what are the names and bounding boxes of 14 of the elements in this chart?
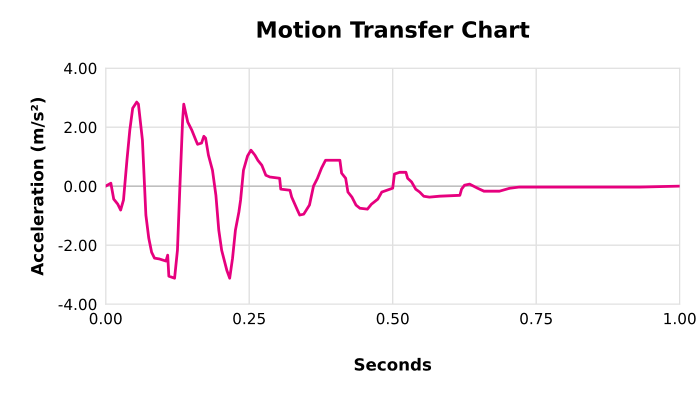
y-tick-label: -2.00	[58, 240, 96, 252]
x-tick-label: 0.50	[376, 312, 409, 324]
x-tick-label: 0.25	[233, 312, 265, 324]
line-series	[106, 100, 680, 280]
x-tick-label: 0.00	[90, 312, 122, 324]
chart-title: Motion Transfer Chart	[258, 20, 530, 38]
y-axis-title: Acceleration (m/s²)	[30, 98, 46, 276]
x-axis-title: Seconds	[354, 358, 432, 371]
y-tick-label: 4.00	[64, 62, 96, 74]
x-tick-label: 0.75	[520, 312, 552, 324]
y-tick-label: -4.00	[58, 298, 96, 310]
y-tick-label: 0.00	[64, 180, 96, 192]
x-tick-label: 1.00	[664, 312, 696, 324]
y-tick-label: 2.00	[64, 122, 96, 134]
